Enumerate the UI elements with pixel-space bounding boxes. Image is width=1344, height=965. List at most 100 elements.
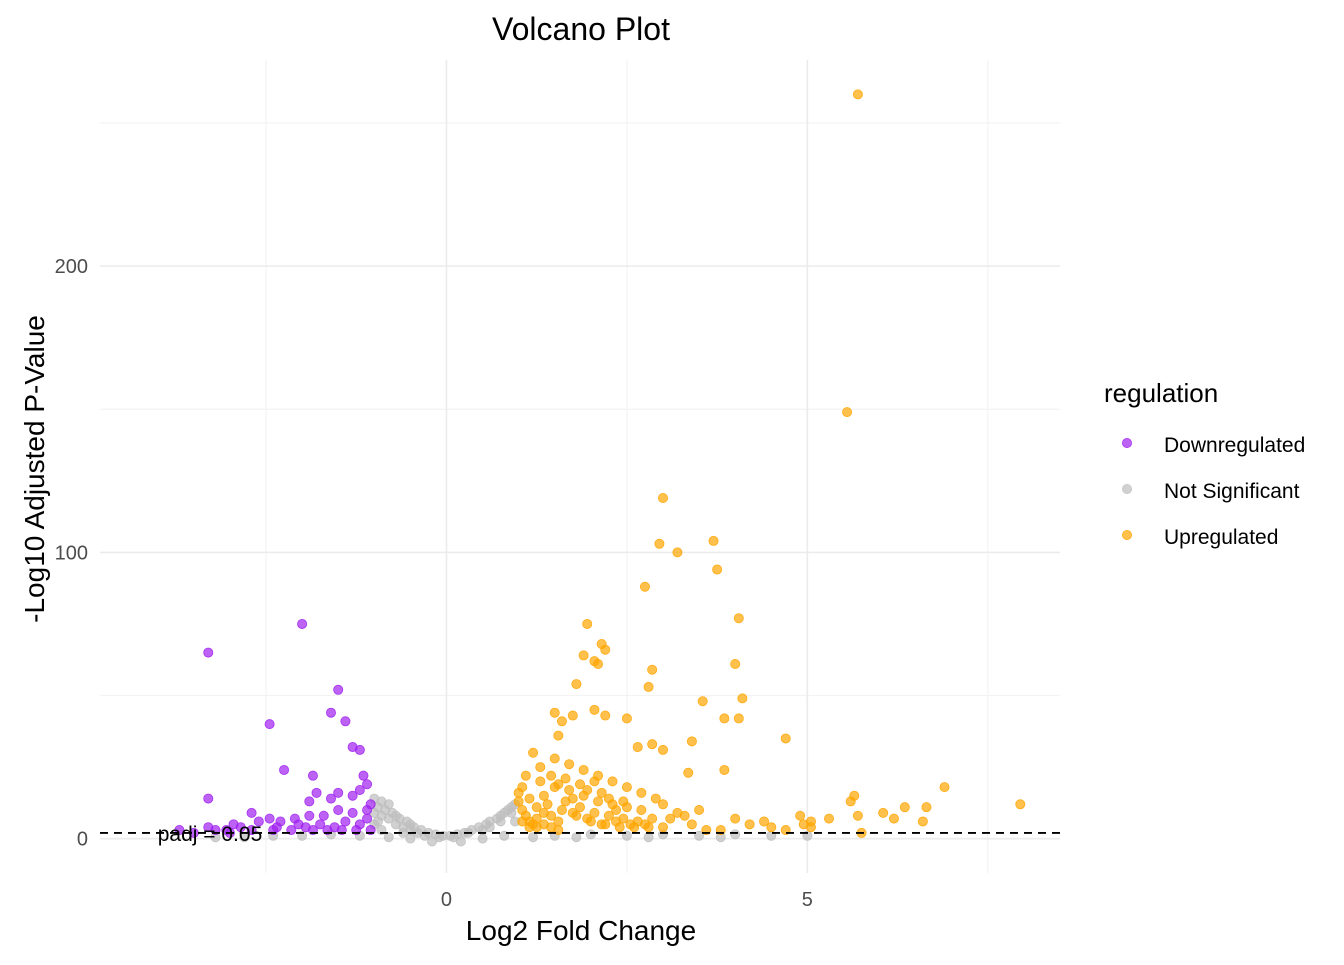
y-axis-label: -Log10 Adjusted P-Value	[19, 315, 50, 623]
data-point	[719, 764, 730, 775]
data-point	[632, 742, 643, 753]
data-point	[621, 782, 632, 793]
threshold-layer: padj = 0.05	[100, 823, 1060, 846]
data-point	[917, 816, 928, 827]
data-point	[325, 793, 336, 804]
data-point	[744, 819, 755, 830]
data-point	[686, 819, 697, 830]
data-point	[596, 819, 607, 830]
data-point	[824, 813, 835, 824]
data-point	[849, 790, 860, 801]
data-point	[553, 825, 564, 836]
data-point	[593, 659, 604, 670]
legend-label: Not Significant	[1164, 480, 1300, 503]
data-point	[203, 793, 214, 804]
data-point	[354, 744, 365, 755]
data-point	[556, 805, 567, 816]
data-point	[643, 681, 654, 692]
data-point	[582, 813, 593, 824]
data-point	[647, 813, 658, 824]
data-point	[888, 813, 899, 824]
legend: regulation Downregulated Not Significant U…	[1104, 378, 1305, 549]
data-point	[639, 581, 650, 592]
x-tick-label: 5	[802, 889, 813, 911]
data-point	[654, 538, 665, 549]
grid-layer	[100, 60, 1060, 873]
data-point	[683, 767, 694, 778]
data-point	[686, 736, 697, 747]
data-point	[575, 802, 586, 813]
data-point	[564, 759, 575, 770]
x-axis-label: Log2 Fold Change	[466, 915, 696, 946]
data-point	[553, 779, 564, 790]
data-point	[1015, 799, 1026, 810]
data-point	[708, 535, 719, 546]
data-point	[567, 807, 578, 818]
data-point	[611, 805, 622, 816]
data-point	[405, 833, 416, 844]
data-point	[203, 647, 214, 658]
data-point	[585, 829, 596, 840]
data-point	[549, 707, 560, 718]
data-point	[362, 813, 373, 824]
data-point	[358, 770, 369, 781]
data-point	[759, 816, 770, 827]
data-point	[719, 713, 730, 724]
data-point	[564, 784, 575, 795]
data-point	[304, 796, 315, 807]
data-point	[842, 407, 853, 418]
data-point	[517, 782, 528, 793]
legend-key	[1122, 530, 1133, 541]
data-point	[246, 807, 257, 818]
data-point	[694, 830, 705, 841]
y-tick-label: 0	[77, 829, 88, 851]
data-point	[939, 782, 950, 793]
data-point	[766, 822, 777, 833]
data-point	[636, 805, 647, 816]
data-point	[730, 813, 741, 824]
data-point	[528, 832, 539, 843]
data-point	[582, 618, 593, 629]
data-point	[528, 747, 539, 758]
data-point	[650, 793, 661, 804]
data-point	[325, 707, 336, 718]
data-point	[593, 796, 604, 807]
y-tick-label: 100	[55, 542, 88, 564]
data-point	[697, 696, 708, 707]
data-point	[607, 776, 618, 787]
data-point	[798, 819, 809, 830]
data-point	[589, 704, 600, 715]
data-point	[333, 787, 344, 798]
data-point	[556, 716, 567, 727]
data-point	[647, 664, 658, 675]
data-point	[340, 816, 351, 827]
data-point	[600, 710, 611, 721]
data-point	[354, 784, 365, 795]
data-point	[333, 684, 344, 695]
data-point	[600, 644, 611, 655]
data-point	[780, 733, 791, 744]
series-upregulated	[513, 89, 1026, 838]
data-point	[228, 819, 239, 830]
data-point	[455, 836, 466, 847]
data-point	[795, 810, 806, 821]
data-point	[603, 810, 614, 821]
data-point	[596, 787, 607, 798]
data-point	[603, 793, 614, 804]
data-point	[647, 739, 658, 750]
data-point	[578, 764, 589, 775]
data-point	[665, 813, 676, 824]
data-point	[307, 770, 318, 781]
data-point	[495, 816, 506, 827]
data-point	[582, 784, 593, 795]
legend-key	[1122, 483, 1133, 494]
legend-key	[1122, 437, 1133, 448]
legend-entries: Downregulated Not Significant Upregulated	[1122, 434, 1305, 549]
data-point	[733, 613, 744, 624]
data-point	[333, 805, 344, 816]
data-point	[531, 802, 542, 813]
data-point	[253, 816, 264, 827]
data-point	[733, 713, 744, 724]
